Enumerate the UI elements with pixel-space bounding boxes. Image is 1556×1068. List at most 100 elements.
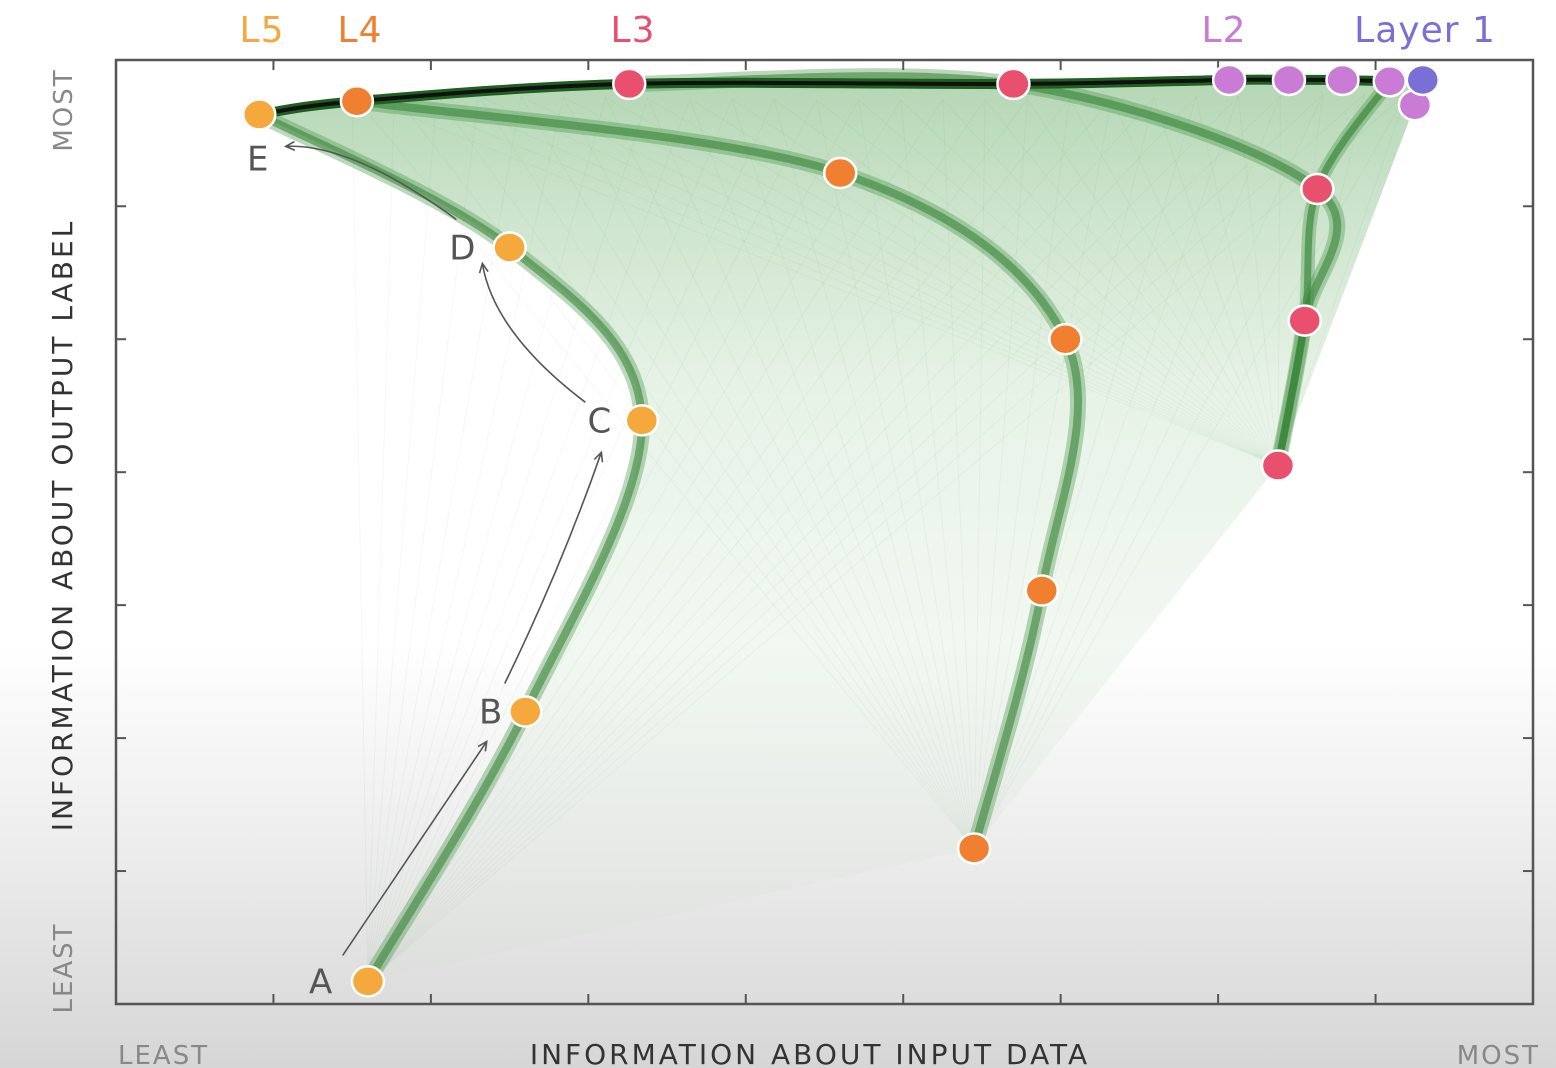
fan-line: [973, 97, 1155, 849]
arrow-c-d-head: [478, 261, 489, 274]
fan-line: [973, 99, 986, 849]
trace-l4: [348, 93, 1087, 857]
fan-line: [1277, 93, 1408, 466]
arrow-c-d: [481, 263, 586, 403]
layer-label-l2: L2: [1202, 10, 1247, 51]
fan-line: [351, 92, 1279, 466]
fan-line: [478, 95, 975, 849]
fan-line: [973, 98, 1113, 849]
point-l2-2: [1325, 63, 1360, 97]
fan-line: [367, 99, 986, 982]
fan-line: [1069, 98, 1279, 466]
layer-label-layer1: Layer 1: [1354, 10, 1496, 51]
point-l3-2: [1300, 172, 1335, 206]
fan-line: [816, 99, 1279, 466]
layer-label-l3: L3: [611, 10, 656, 51]
fan-line: [367, 99, 733, 982]
arrow-b-c: [503, 452, 603, 684]
fan-line: [815, 99, 975, 849]
arrow-d-e: [285, 145, 457, 221]
annotation-b: B: [479, 692, 502, 732]
fan-line: [1237, 96, 1279, 466]
fan-line: [562, 96, 1279, 466]
fan-line: [900, 99, 1279, 466]
fan-line: [562, 96, 975, 849]
point-l3-1: [996, 67, 1031, 101]
fan-line: [520, 96, 975, 849]
fan-line: [367, 97, 606, 982]
fan-line: [1277, 94, 1324, 466]
fan-line: [973, 93, 1366, 849]
fan-line: [731, 99, 975, 849]
fan-line: [605, 97, 1279, 466]
fan-line: [731, 98, 1279, 466]
x-axis-high-label: MOST: [1457, 1041, 1540, 1068]
point-l2-0: [1211, 63, 1247, 97]
trace-l4-core: [352, 97, 1083, 853]
layer-label-l5: L5: [240, 10, 285, 51]
fan-line: [973, 98, 1070, 849]
x-axis-label: INFORMATION ABOUT INPUT DATA: [530, 1038, 1090, 1068]
point-annotations: A B C D E: [247, 139, 611, 1002]
fan-line: [520, 95, 1279, 466]
fan-line: [367, 99, 944, 982]
point-l5-3: [508, 695, 543, 728]
fan-line: [858, 99, 975, 849]
fan-line: [647, 98, 975, 849]
fan-line: [647, 97, 1279, 466]
y-axis-label: INFORMATION ABOUT OUTPUT LABEL: [46, 219, 79, 832]
arrow-a-b: [342, 741, 488, 956]
fan-line: [367, 97, 1155, 982]
fan-line: [973, 94, 1324, 849]
fan-line: [351, 93, 369, 982]
annotation-d: D: [449, 228, 475, 268]
point-l4-0: [339, 84, 375, 118]
fan-line: [367, 94, 395, 982]
fan-line: [900, 99, 975, 849]
fan-line: [1026, 98, 1279, 466]
fan-line: [367, 94, 438, 982]
x-axis-low-label: LEAST: [118, 1041, 209, 1068]
fan-line: [1111, 98, 1279, 466]
fan-line: [367, 95, 480, 982]
plot-frame: [114, 58, 1535, 1006]
point-l3-4: [1260, 449, 1296, 482]
fan-line: [367, 98, 1070, 982]
axis-ticks: [116, 60, 1533, 1004]
fan-line: [367, 92, 1408, 982]
fan-line: [973, 95, 1281, 849]
fan-line: [393, 93, 975, 849]
arrow-b-c-head: [593, 450, 604, 463]
fan-line: [478, 95, 1279, 466]
data-points: [242, 63, 1441, 998]
fan-line: [858, 99, 1279, 466]
point-l4-2: [1048, 322, 1083, 356]
layer-label-l4: L4: [338, 10, 383, 51]
fan-line: [394, 93, 1279, 466]
trajectory-fan: [259, 79, 1423, 982]
fan-line: [689, 98, 975, 849]
fan-line: [604, 97, 975, 849]
fan-line: [942, 99, 1279, 466]
point-l2-1: [1271, 63, 1307, 97]
point-l5-4: [350, 965, 386, 998]
fan-line: [436, 94, 1279, 466]
point-l3-3: [1287, 304, 1322, 337]
annotation-a: A: [309, 962, 332, 1002]
fan-area: [259, 79, 1423, 982]
trace-l2-core: [1274, 77, 1394, 470]
fan-line: [436, 94, 975, 849]
fan-line: [984, 99, 1279, 466]
annotation-c: C: [587, 401, 611, 441]
annotation-arrows: [283, 140, 604, 956]
fan-line: [367, 98, 1028, 982]
fan-line: [367, 93, 1366, 982]
fan-line: [973, 99, 1028, 849]
point-l4-4: [956, 832, 992, 865]
arrow-a-b-head: [477, 739, 488, 752]
fan-line: [367, 94, 1323, 982]
fan-line: [367, 96, 1239, 982]
fan-line: [367, 99, 775, 982]
y-axis-high-label: MOST: [49, 68, 79, 151]
